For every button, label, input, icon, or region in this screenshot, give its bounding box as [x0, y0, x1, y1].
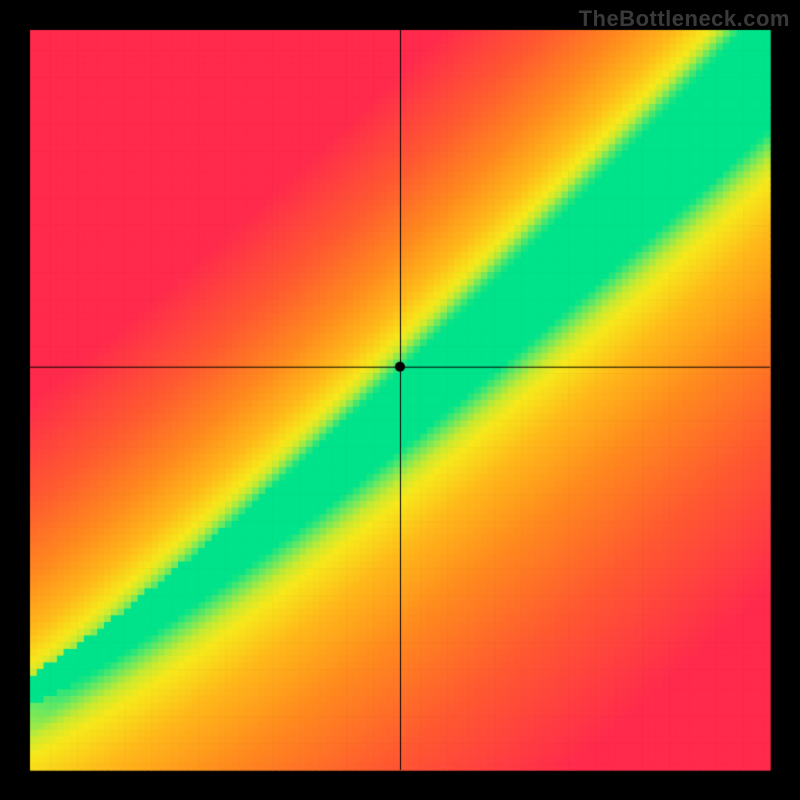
- watermark-text: TheBottleneck.com: [579, 6, 790, 32]
- bottleneck-heatmap: [0, 0, 800, 800]
